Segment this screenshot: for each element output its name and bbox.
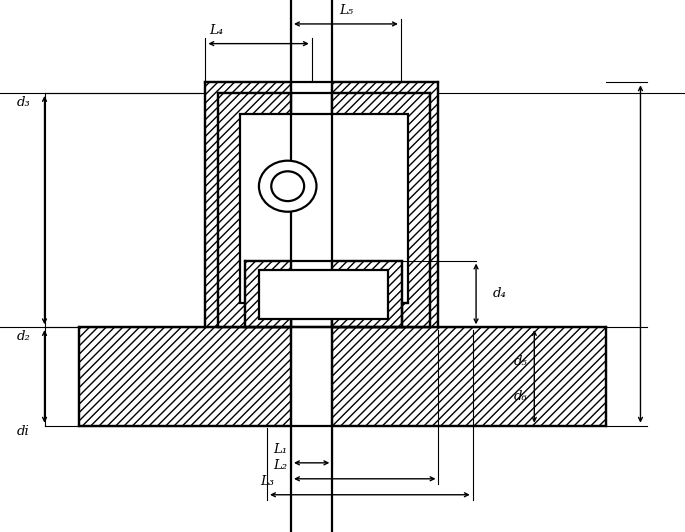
Text: d₅: d₅ [514, 355, 527, 368]
Text: d₄: d₄ [493, 287, 507, 301]
Text: L₂: L₂ [273, 459, 288, 472]
Bar [240, 114, 408, 303]
Bar [245, 261, 291, 327]
Bar [332, 261, 402, 327]
Bar [79, 327, 291, 426]
Bar [332, 327, 606, 426]
Text: d₃: d₃ [17, 96, 31, 109]
Text: d₆: d₆ [514, 389, 527, 403]
Bar [259, 270, 388, 319]
Bar [206, 82, 291, 327]
Text: L₁: L₁ [273, 443, 288, 456]
Text: L₃: L₃ [260, 475, 274, 488]
Ellipse shape [271, 171, 304, 201]
Bar [332, 93, 430, 327]
Bar [332, 82, 438, 327]
Ellipse shape [259, 161, 316, 212]
Text: d₂: d₂ [17, 330, 31, 343]
Bar [218, 93, 291, 327]
Text: di: di [17, 425, 30, 437]
Text: L₄: L₄ [209, 24, 223, 37]
Text: L₅: L₅ [339, 4, 353, 17]
